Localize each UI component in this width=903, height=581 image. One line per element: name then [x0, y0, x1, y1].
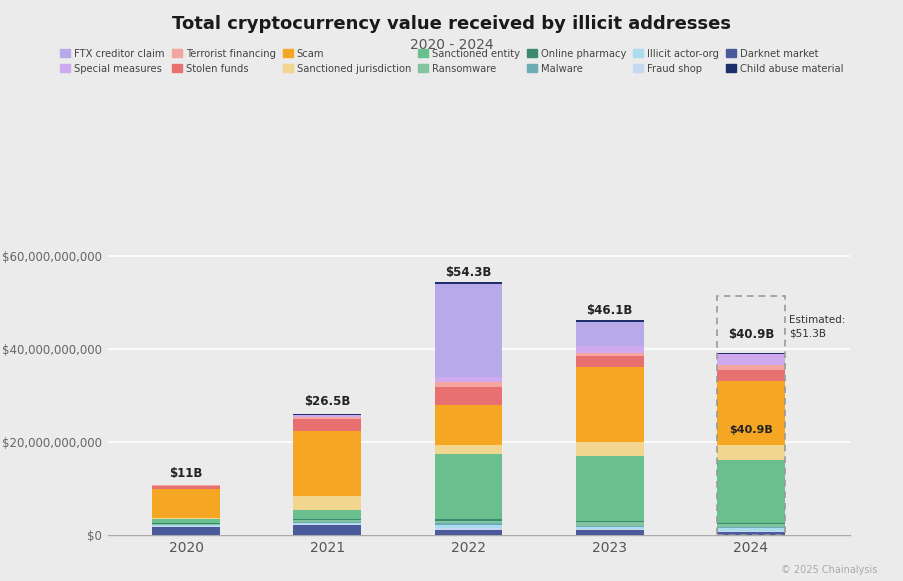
Bar [152, 518, 219, 519]
Text: 2020 - 2024: 2020 - 2024 [410, 38, 493, 52]
Bar [575, 522, 643, 526]
Bar [293, 524, 361, 525]
Bar [434, 454, 502, 519]
Text: $54.3B: $54.3B [445, 266, 491, 279]
Bar [716, 370, 784, 381]
Bar [293, 419, 361, 431]
Bar [716, 524, 784, 527]
Bar [434, 284, 502, 378]
Bar [716, 354, 784, 365]
Text: $26.5B: $26.5B [303, 395, 350, 408]
Text: © 2025 Chainalysis: © 2025 Chainalysis [779, 565, 876, 575]
Bar [293, 520, 361, 522]
Bar [575, 367, 643, 442]
Bar [293, 415, 361, 417]
Text: $40.9B: $40.9B [727, 328, 773, 341]
Bar [434, 387, 502, 406]
Bar [152, 486, 219, 489]
Bar [434, 521, 502, 523]
Bar [716, 523, 784, 524]
Bar [434, 445, 502, 454]
Bar [434, 382, 502, 387]
Bar [575, 322, 643, 346]
Bar [293, 525, 361, 535]
Bar [716, 531, 784, 532]
Bar [716, 381, 784, 445]
Bar [434, 378, 502, 382]
Bar [152, 489, 219, 518]
Bar [716, 527, 784, 529]
Bar [716, 460, 784, 523]
Bar [575, 526, 643, 527]
Bar [293, 519, 361, 520]
Bar [293, 414, 361, 415]
Bar [293, 417, 361, 419]
Bar [575, 356, 643, 367]
Bar [575, 456, 643, 521]
Bar [152, 523, 219, 524]
Bar [434, 530, 502, 535]
Bar [575, 527, 643, 529]
Bar [434, 282, 502, 284]
Bar [152, 519, 219, 523]
Bar [152, 526, 219, 535]
Bar [434, 525, 502, 528]
Bar [575, 346, 643, 353]
Bar [575, 442, 643, 456]
Bar [293, 496, 361, 510]
Bar [575, 521, 643, 522]
Bar [716, 445, 784, 460]
Legend: FTX creditor claim, Special measures, Terrorist financing, Stolen funds, Scam, S: FTX creditor claim, Special measures, Te… [61, 49, 842, 74]
Bar [293, 523, 361, 524]
Bar [434, 528, 502, 530]
Text: $11B: $11B [169, 467, 202, 480]
Bar [434, 406, 502, 445]
Bar [716, 365, 784, 370]
Text: $40.9B: $40.9B [728, 425, 772, 435]
Text: Total cryptocurrency value received by illicit addresses: Total cryptocurrency value received by i… [172, 15, 731, 33]
Text: Estimated:
$51.3B: Estimated: $51.3B [788, 315, 844, 338]
Bar [575, 320, 643, 322]
Bar [575, 353, 643, 356]
Bar [152, 524, 219, 525]
Bar [575, 529, 643, 530]
Text: $46.1B: $46.1B [586, 304, 632, 317]
Bar [152, 525, 219, 526]
Bar [716, 353, 784, 354]
Bar [293, 431, 361, 496]
Bar [716, 532, 784, 535]
Bar [716, 529, 784, 531]
Bar [434, 519, 502, 521]
Bar [293, 522, 361, 523]
Bar [575, 530, 643, 535]
Bar [293, 510, 361, 519]
Bar [434, 523, 502, 525]
Bar [152, 485, 219, 486]
